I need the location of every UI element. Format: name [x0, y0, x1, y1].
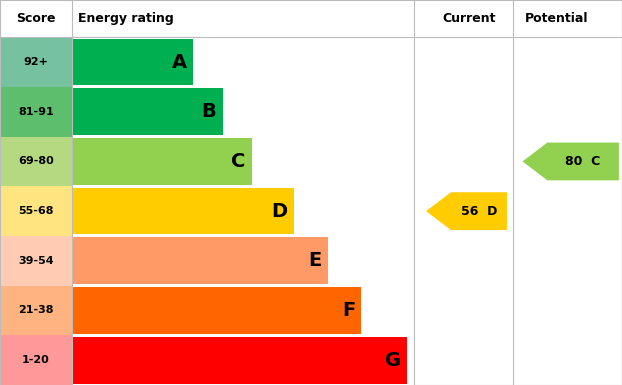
Bar — [72, 337, 407, 383]
Text: 55-68: 55-68 — [18, 206, 53, 216]
Text: Score: Score — [16, 12, 55, 25]
Text: E: E — [308, 251, 322, 270]
Bar — [72, 39, 193, 85]
Text: C: C — [231, 152, 246, 171]
Bar — [0, 236, 72, 286]
Bar — [0, 137, 72, 186]
Text: 39-54: 39-54 — [18, 256, 53, 266]
Text: Current: Current — [443, 12, 496, 25]
Bar — [0, 37, 72, 87]
Text: Energy rating: Energy rating — [78, 12, 174, 25]
Polygon shape — [426, 192, 507, 230]
Text: 81-91: 81-91 — [18, 107, 53, 117]
Text: F: F — [341, 301, 355, 320]
Bar — [0, 186, 72, 236]
Polygon shape — [522, 142, 619, 180]
Bar — [72, 238, 328, 284]
Text: 21-38: 21-38 — [18, 305, 53, 315]
Text: D: D — [272, 202, 288, 221]
Text: B: B — [202, 102, 216, 121]
Bar — [72, 89, 223, 135]
Text: Potential: Potential — [525, 12, 588, 25]
Text: 80  C: 80 C — [565, 155, 601, 168]
Bar — [72, 188, 294, 234]
Text: 69-80: 69-80 — [18, 156, 53, 166]
Bar — [0, 87, 72, 137]
Bar — [0, 286, 72, 335]
Text: 1-20: 1-20 — [22, 355, 50, 365]
Bar — [0, 335, 72, 385]
Bar — [72, 138, 252, 185]
Bar — [72, 287, 361, 334]
Text: 56  D: 56 D — [461, 205, 497, 218]
Text: A: A — [172, 53, 187, 72]
Text: G: G — [385, 351, 401, 370]
Text: 92+: 92+ — [24, 57, 48, 67]
